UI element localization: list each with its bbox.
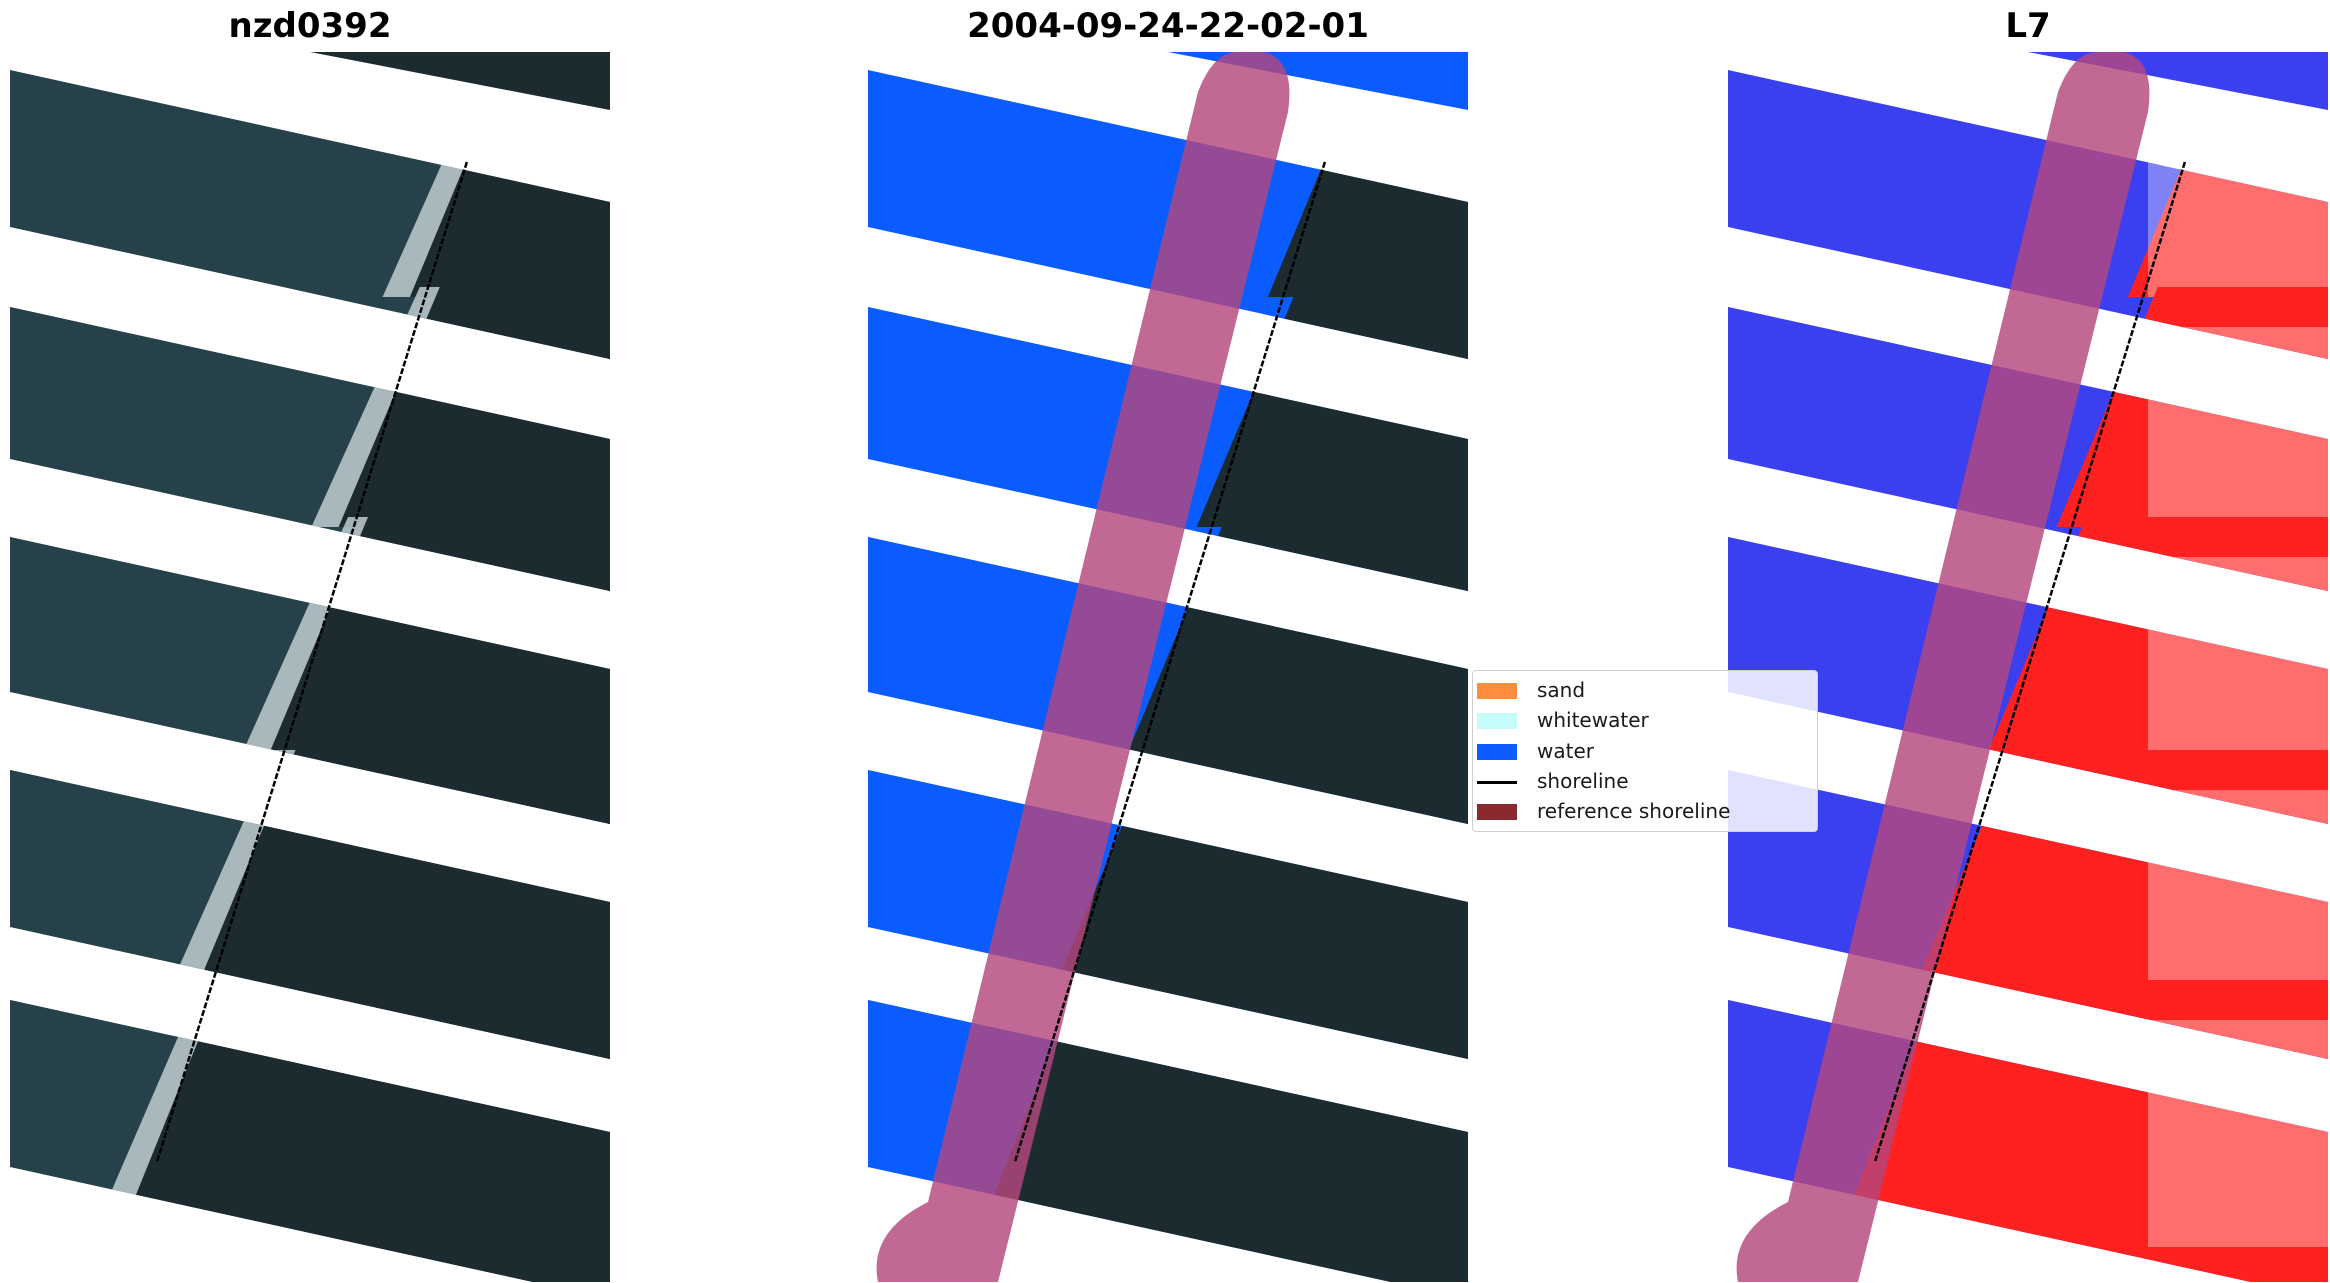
bright-land-patch <box>2148 790 2328 1007</box>
legend: sand whitewater water shoreline referenc… <box>1472 670 1818 832</box>
legend-item-reference-shoreline: reference shoreline <box>1473 797 1813 827</box>
legend-label-sand: sand <box>1537 678 1586 702</box>
shoreline <box>155 161 469 1163</box>
sand-swatch <box>1477 683 1517 699</box>
legend-label-whitewater: whitewater <box>1537 708 1649 732</box>
shoreline <box>1873 161 2187 1163</box>
legend-label-water: water <box>1537 739 1594 763</box>
rgb-image-panel <box>10 52 610 1282</box>
reference-shoreline-swatch <box>1477 804 1517 820</box>
legend-item-water: water <box>1473 737 1813 767</box>
bright-land-patch <box>2148 327 2328 539</box>
bright-land-patch <box>2148 557 2328 772</box>
reference-shoreline-band <box>876 52 1290 1282</box>
reference-shoreline-band <box>1736 52 2150 1282</box>
legend-item-shoreline: shoreline <box>1473 767 1813 797</box>
shoreline <box>1013 161 1327 1163</box>
whitewater-swatch <box>1477 713 1517 729</box>
legend-item-whitewater: whitewater <box>1473 706 1813 736</box>
panel-title-satellite: L7 <box>2005 6 2051 46</box>
land-area <box>82 980 610 1282</box>
bright-land-patch <box>2148 1020 2328 1247</box>
water-swatch <box>1477 744 1517 760</box>
bright-land-patch <box>2148 90 2328 307</box>
classified-image-panel <box>868 52 1468 1282</box>
legend-label-shoreline: shoreline <box>1537 769 1629 793</box>
legend-item-sand: sand <box>1473 676 1813 706</box>
index-image-panel <box>1728 52 2328 1282</box>
panel-title-rgb: nzd0392 <box>228 6 392 46</box>
shoreline-line-swatch <box>1477 781 1517 784</box>
legend-label-reference-shoreline: reference shoreline <box>1537 799 1731 823</box>
panel-title-date: 2004-09-24-22-02-01 <box>967 6 1369 46</box>
